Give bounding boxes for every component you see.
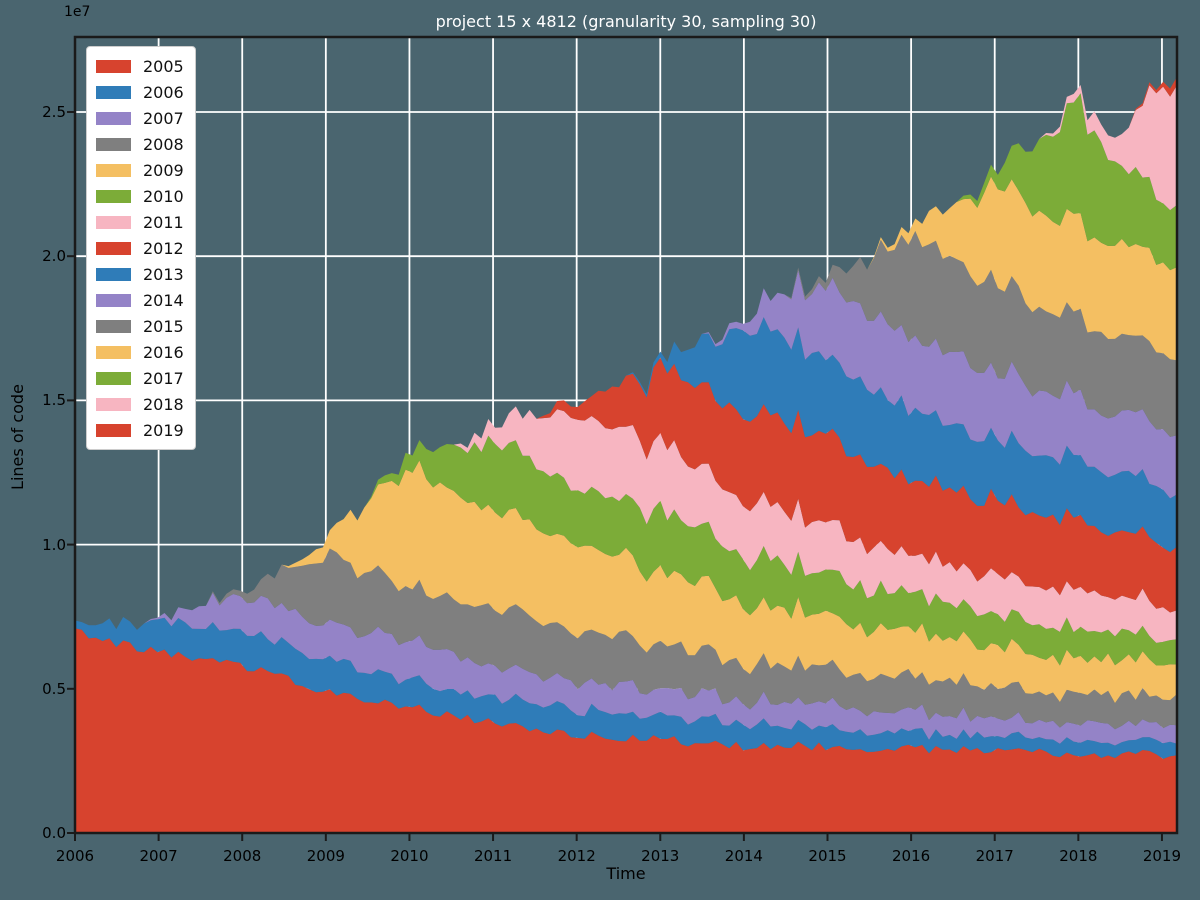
area-series-2014 xyxy=(75,270,1177,630)
legend-label: 2011 xyxy=(143,212,184,232)
x-tick-label: 2008 xyxy=(223,847,262,865)
y-tick-label: 1.0 xyxy=(42,535,66,554)
area-series-2012 xyxy=(75,357,1177,630)
legend-entry-2017: 2017 xyxy=(96,365,184,391)
legend-swatch xyxy=(96,85,131,99)
legend-label: 2012 xyxy=(143,238,184,258)
legend-label: 2006 xyxy=(143,82,184,102)
legend-label: 2005 xyxy=(143,56,184,76)
legend-entry-2005: 2005 xyxy=(96,53,184,79)
legend-entry-2012: 2012 xyxy=(96,235,184,261)
area-series-2011 xyxy=(75,406,1177,643)
x-tick-label: 2013 xyxy=(641,847,680,865)
legend-entry-2018: 2018 xyxy=(96,391,184,417)
legend-label: 2016 xyxy=(143,342,184,362)
legend-swatch xyxy=(96,319,131,333)
legend-swatch xyxy=(96,267,131,281)
x-tick-label: 2010 xyxy=(390,847,429,865)
y-tick-label: 0.5 xyxy=(42,679,66,698)
legend-label: 2008 xyxy=(143,134,184,154)
legend-label: 2014 xyxy=(143,290,184,310)
area-series-2007 xyxy=(75,592,1177,746)
y-tick-label: 0.0 xyxy=(42,824,66,842)
chart-title: project 15 x 4812 (granularity 30, sampl… xyxy=(435,12,817,31)
legend-entry-2010: 2010 xyxy=(96,183,184,209)
legend-swatch xyxy=(96,371,131,385)
legend-label: 2010 xyxy=(143,186,184,206)
x-tick-label: 2014 xyxy=(724,847,763,865)
legend-swatch xyxy=(96,241,131,255)
x-tick-label: 2017 xyxy=(975,847,1014,865)
legend-label: 2018 xyxy=(143,394,184,414)
legend-label: 2013 xyxy=(143,264,184,284)
area-series-2010 xyxy=(75,435,1177,666)
legend-swatch xyxy=(96,215,131,229)
x-tick-label: 2015 xyxy=(808,847,847,865)
legend-entry-2016: 2016 xyxy=(96,339,184,365)
x-tick-label: 2012 xyxy=(557,847,596,865)
legend-swatch xyxy=(96,111,131,125)
y-tick-label: 1.5 xyxy=(42,391,66,410)
plot-border xyxy=(73,35,1179,835)
legend-label: 2019 xyxy=(143,420,184,440)
area-series xyxy=(75,76,1177,833)
x-axis-label: Time xyxy=(606,864,646,883)
x-tick-label: 2007 xyxy=(139,847,178,865)
legend-swatch xyxy=(96,423,131,437)
x-tick-label: 2006 xyxy=(55,847,95,865)
legend-entry-2008: 2008 xyxy=(96,131,184,157)
legend-swatch xyxy=(96,137,131,151)
legend-entry-2011: 2011 xyxy=(96,209,184,235)
legend-swatch xyxy=(96,59,131,73)
legend-swatch xyxy=(96,345,131,359)
legend-label: 2007 xyxy=(143,108,184,128)
y-axis-offset-label: 1e7 xyxy=(64,4,91,20)
tick-marks xyxy=(67,110,1163,841)
legend-entry-2007: 2007 xyxy=(96,105,184,131)
legend-entry-2014: 2014 xyxy=(96,287,184,313)
area-series-2009 xyxy=(75,460,1177,703)
legend-entry-2013: 2013 xyxy=(96,261,184,287)
x-tick-label: 2019 xyxy=(1142,847,1182,865)
legend-label: 2015 xyxy=(143,316,184,336)
area-series-2013 xyxy=(75,317,1177,630)
x-tick-label: 2011 xyxy=(473,847,513,865)
legend-entry-2015: 2015 xyxy=(96,313,184,339)
area-series-2017 xyxy=(75,93,1177,630)
legend-entry-2019: 2019 xyxy=(96,417,184,443)
legend: 2005 2006 2007 2008 2009 2010 2011 2012 2013 2014… xyxy=(86,46,196,450)
legend-swatch xyxy=(96,189,131,203)
area-series-2016 xyxy=(75,176,1177,630)
x-tick-label: 2009 xyxy=(306,847,345,865)
x-tick-label: 2018 xyxy=(1059,847,1098,865)
legend-entry-2006: 2006 xyxy=(96,79,184,105)
y-tick-label: 2.5 xyxy=(42,102,66,121)
y-axis-label: Lines of code xyxy=(8,384,27,490)
legend-label: 2017 xyxy=(143,368,184,388)
legend-swatch xyxy=(96,293,131,307)
legend-swatch xyxy=(96,397,131,411)
area-series-2006 xyxy=(75,617,1177,759)
legend-label: 2009 xyxy=(143,160,184,180)
x-tick-label: 2016 xyxy=(892,847,931,865)
legend-entry-2009: 2009 xyxy=(96,157,184,183)
area-series-2008 xyxy=(75,548,1177,730)
area-series-2005 xyxy=(75,628,1177,833)
y-tick-label: 2.0 xyxy=(42,247,66,266)
legend-swatch xyxy=(96,163,131,177)
